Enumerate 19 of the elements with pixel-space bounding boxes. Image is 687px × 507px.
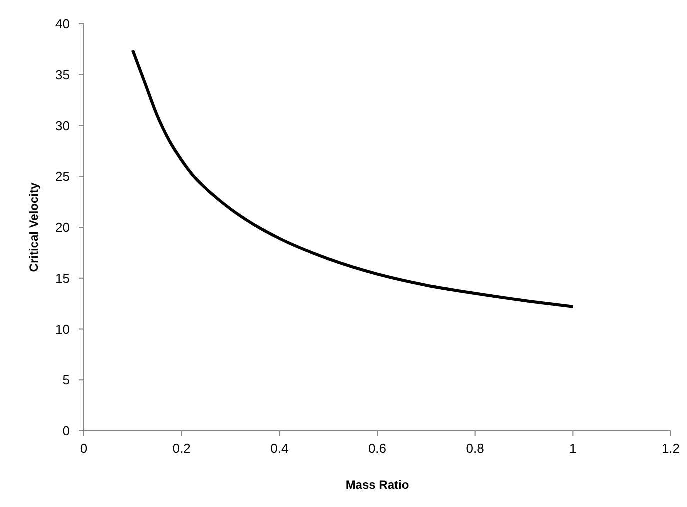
y-tick-label: 40: [56, 16, 70, 32]
y-tick-label: 0: [62, 424, 70, 439]
line-series: [131, 48, 575, 308]
y-tick-label: 5: [62, 372, 70, 388]
x-tick-label: 1: [570, 441, 577, 456]
x-tick-label: 0.8: [466, 441, 484, 456]
y-tick-label: 35: [56, 67, 70, 82]
y-tick-label: 15: [56, 270, 70, 286]
y-tick-label: 30: [56, 118, 70, 134]
y-axis-title: Critical Velocity: [27, 182, 41, 272]
x-tick-label: 0.2: [172, 441, 191, 456]
x-tick-label: 0.4: [270, 441, 289, 456]
x-axis-title: Mass Ratio: [346, 478, 410, 492]
y-tick-label: 20: [56, 220, 70, 236]
x-tick-label: 0.6: [368, 441, 387, 456]
x-tick-label: 1.2: [662, 441, 680, 456]
y-tick-label: 25: [56, 169, 70, 184]
x-tick-label: 0: [80, 441, 88, 456]
y-tick-label: 10: [56, 322, 70, 337]
